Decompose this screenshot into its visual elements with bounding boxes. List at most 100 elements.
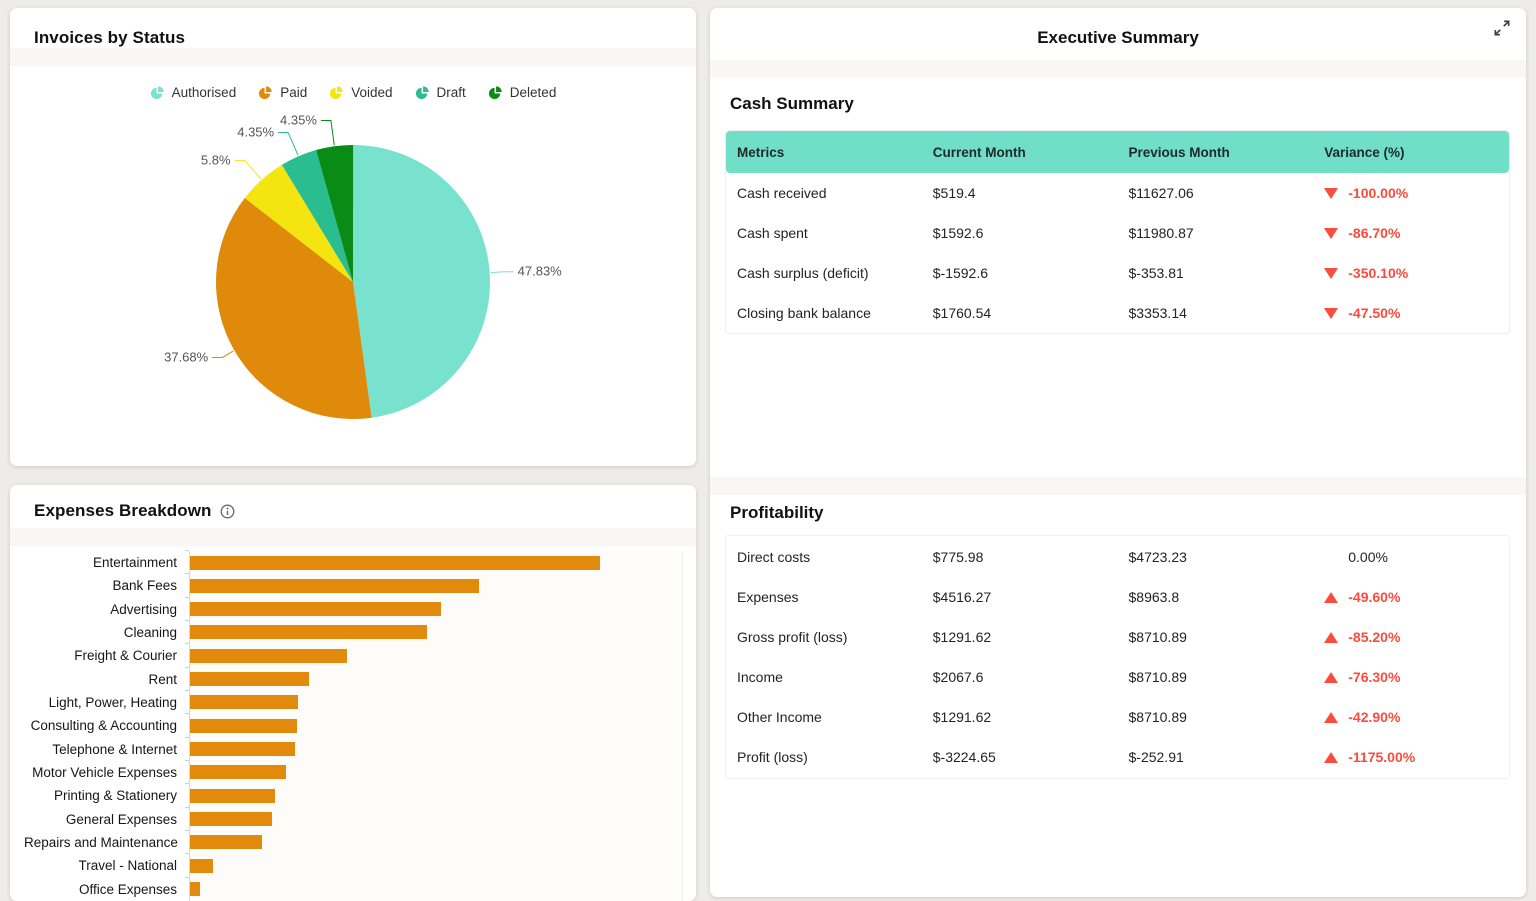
table-header-row: Metrics Current Month Previous Month Varian…	[726, 131, 1509, 173]
bar-cleaning[interactable]	[190, 625, 428, 640]
bar-category-label: Travel - National	[78, 858, 177, 874]
bar-track	[185, 783, 683, 808]
expenses-breakdown-card: Expenses Breakdown Entertainment Bank Fee…	[10, 485, 696, 901]
card-header: Executive Summary	[710, 8, 1526, 60]
legend-label: Draft	[436, 84, 466, 100]
bar-travel-national[interactable]	[190, 858, 213, 873]
triangle-up-icon	[1324, 671, 1339, 683]
legend-item-voided[interactable]: Voided	[329, 85, 393, 100]
info-icon[interactable]	[220, 504, 235, 519]
bar-category-label: General Expenses	[65, 811, 177, 827]
triangle-up-icon	[1324, 711, 1339, 723]
legend-item-paid[interactable]: Paid	[258, 85, 307, 100]
bar-general-expenses[interactable]	[190, 812, 272, 827]
variance-value: -1175.00%	[1348, 749, 1416, 765]
metric-name: Gross profit (loss)	[737, 629, 848, 645]
pie-label-line	[320, 120, 335, 146]
bar-row: Freight & Courier	[24, 643, 696, 668]
bar-consulting-accounting[interactable]	[190, 718, 297, 733]
bar-row: Repairs and Maintenance	[24, 829, 696, 855]
triangle-up-icon	[1324, 591, 1339, 603]
bar-motor-vehicle-expenses[interactable]	[190, 765, 286, 780]
variance-cell: -1175.00%	[1313, 749, 1509, 765]
bar-category-label: Freight & Courier	[74, 648, 177, 664]
table-row: Gross profit (loss) $1291.62 $8710.89 -85.2…	[726, 617, 1509, 657]
bar-freight-courier[interactable]	[190, 648, 348, 663]
bar-track	[185, 876, 683, 901]
bar-category-label: Telephone & Internet	[52, 741, 177, 757]
metric-name: Closing bank balance	[737, 305, 871, 321]
bar-rent[interactable]	[190, 672, 310, 687]
legend-item-deleted[interactable]: Deleted	[488, 85, 556, 100]
table-row: Cash spent $1592.6 $11980.87 -86.70%	[726, 213, 1509, 253]
bar-entertainment[interactable]	[190, 555, 601, 570]
bar-category-label: Entertainment	[92, 555, 177, 570]
current-month-value: $4516.27	[932, 589, 992, 605]
previous-month-value: $8963.8	[1128, 589, 1180, 605]
metric-name: Income	[737, 669, 783, 685]
variance-value: -76.30%	[1348, 669, 1401, 685]
triangle-up-icon	[1324, 631, 1339, 643]
pie-slice-draft[interactable]	[281, 150, 353, 282]
variance-value: -350.10%	[1348, 265, 1409, 281]
bar-category-label: Bank Fees	[112, 578, 177, 594]
table-row: Cash received $519.4 $11627.06 -100.00%	[726, 173, 1509, 213]
legend-item-draft[interactable]: Draft	[415, 85, 466, 100]
bar-category-label: Cleaning	[123, 624, 177, 640]
expand-icon[interactable]	[1492, 18, 1512, 38]
table-row: Closing bank balance $1760.54 $3353.14 -47.…	[726, 293, 1509, 333]
pie-slice-icon	[330, 85, 343, 99]
bar-track	[185, 549, 683, 575]
bar-advertising[interactable]	[190, 602, 442, 617]
current-month-value: $-1592.6	[932, 265, 989, 281]
expenses-bar-chart: Entertainment Bank Fees Advertising Cleanin…	[10, 549, 696, 901]
bar-bank-fees[interactable]	[190, 578, 479, 593]
bar-repairs-and-maintenance[interactable]	[190, 835, 262, 850]
card-title: Invoices by Status	[34, 28, 186, 47]
bar-light-power-heating[interactable]	[190, 695, 298, 710]
right-column: Executive Summary Cash Summary Metrics Cu…	[710, 8, 1526, 901]
bar-track	[185, 689, 683, 715]
triangle-down-icon	[1324, 227, 1339, 239]
pie-label-line	[278, 131, 299, 156]
column-header: Variance (%)	[1324, 144, 1405, 160]
bar-row: General Expenses	[24, 806, 696, 831]
triangle-placeholder	[1324, 552, 1338, 563]
variance-cell: -42.90%	[1313, 709, 1509, 725]
variance-value: -100.00%	[1348, 185, 1409, 201]
bar-row: Entertainment	[24, 549, 696, 575]
metric-name: Cash surplus (deficit)	[737, 265, 869, 281]
variance-cell: -76.30%	[1313, 669, 1509, 685]
pie-legend: Authorised Paid Voided Draft Deleted	[10, 83, 696, 101]
bar-category-label: Advertising	[110, 601, 177, 617]
bar-category-label: Office Expenses	[78, 881, 177, 897]
bar-category-label: Motor Vehicle Expenses	[32, 764, 177, 780]
bar-office-expenses[interactable]	[190, 882, 200, 897]
table-row: Direct costs $775.98 $4723.23 0.00%	[726, 537, 1509, 577]
pie-slice-deleted[interactable]	[316, 145, 354, 282]
triangle-down-icon	[1324, 307, 1339, 319]
pie-slice-authorised[interactable]	[353, 145, 490, 418]
cash-summary-title: Cash Summary	[730, 94, 854, 113]
variance-cell: -49.60%	[1313, 589, 1509, 605]
previous-month-value: $11980.87	[1128, 225, 1194, 241]
current-month-value: $775.98	[932, 549, 984, 565]
bar-track	[185, 806, 683, 831]
legend-item-authorised[interactable]: Authorised	[150, 85, 236, 100]
bar-printing-stationery[interactable]	[190, 788, 275, 803]
pie-slice-paid[interactable]	[216, 197, 372, 419]
current-month-value: $1291.62	[932, 629, 992, 645]
pie-slice-voided[interactable]	[244, 164, 353, 282]
bar-row: Travel - National	[24, 853, 696, 878]
bar-row: Rent	[24, 666, 696, 691]
current-month-value: $-3224.65	[932, 749, 996, 765]
bar-track	[185, 573, 683, 598]
current-month-value: $519.4	[932, 185, 976, 201]
bar-telephone-internet[interactable]	[190, 742, 296, 757]
current-month-value: $2067.6	[932, 669, 984, 685]
bar-track	[185, 666, 683, 691]
pie-percent-label: 37.68%	[164, 349, 209, 364]
bar-row: Printing & Stationery	[24, 783, 696, 808]
bar-row: Consulting & Accounting	[24, 713, 696, 738]
profitability-table: Direct costs $775.98 $4723.23 0.00% Expenses…	[725, 535, 1510, 779]
